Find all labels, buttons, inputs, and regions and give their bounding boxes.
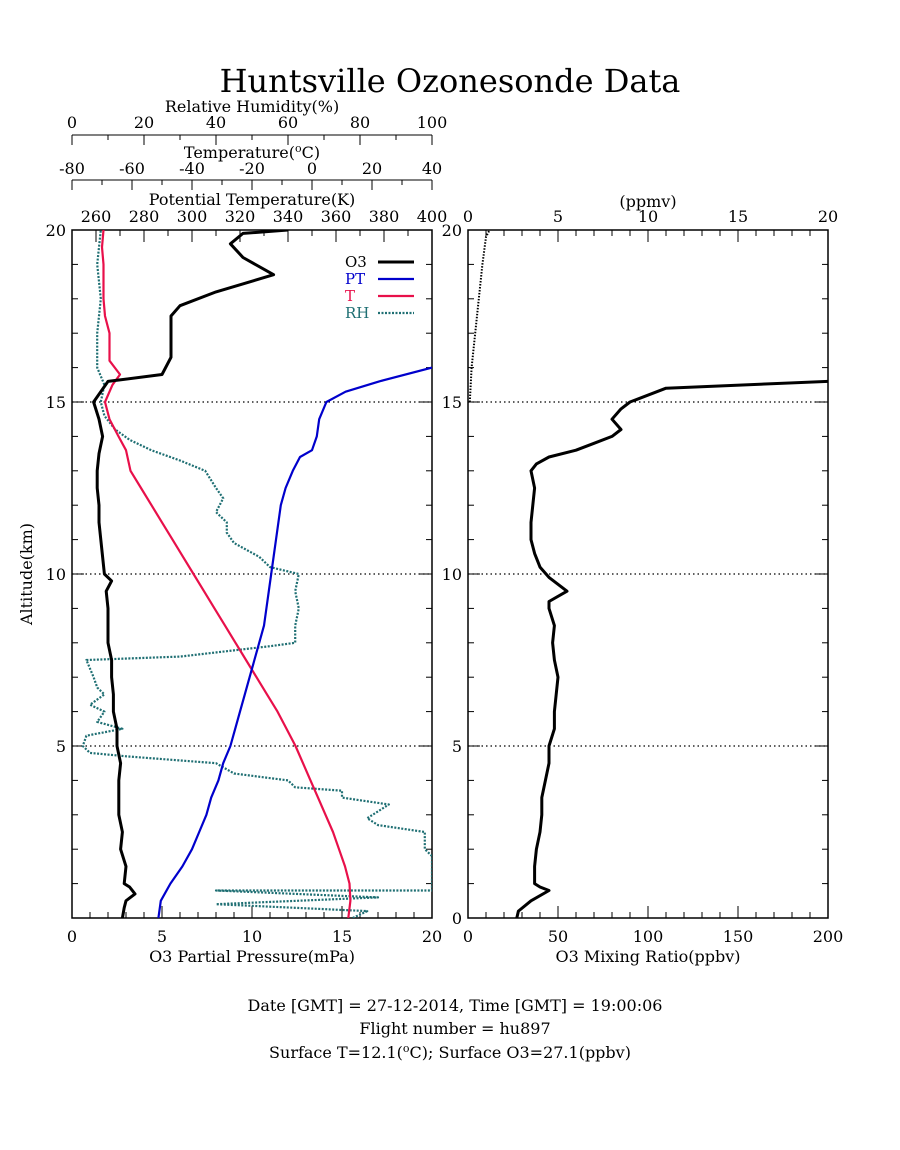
pt-axis-label: Potential Temperature(K) [149,190,356,209]
rh-tick-label: 80 [350,113,370,132]
pt-x-tick-label: 280 [129,207,160,226]
rh-tick-label: 0 [67,113,77,132]
left-y-axis-label: Altitude(km) [17,523,36,626]
o3-x-tick-label: 5 [157,927,167,946]
temperature-tick-label: 20 [362,159,382,178]
left-y-tick-label: 5 [56,737,66,756]
pt-x-tick-label: 340 [273,207,304,226]
legend-label-t: T [345,287,355,305]
left-y-tick-label: 15 [46,393,66,412]
left-panel: 5 10 15 20 Altitude(km) 0 5 10 15 20 O3 Partial Pr… [17,97,447,966]
ppmv-axis-label: (ppmv) [619,192,676,211]
right-y-tick-label: 20 [442,221,462,240]
mixing-ratio-x-tick-label: 150 [723,927,754,946]
series-rh-line [81,230,432,918]
series-t-line [100,230,352,918]
temperature-tick-label: 40 [422,159,442,178]
right-y-tick-label: 0 [452,909,462,928]
ppmv-x-tick-label: 0 [463,207,473,226]
pt-x-tick-label: 360 [321,207,352,226]
temperature-tick-label: -40 [179,159,205,178]
o3-x-tick-label: 10 [242,927,262,946]
mixing-ratio-x-tick-label: 200 [813,927,844,946]
temperature-axis-label: Temperature(oC) [184,142,320,162]
footer-line-1: Date [GMT] = 27-12-2014, Time [GMT] = 19… [248,996,663,1015]
o3-x-tick-label: 20 [422,927,442,946]
pt-x-tick-label: 260 [81,207,112,226]
right-y-tick-label: 5 [452,737,462,756]
temperature-tick-label: -60 [119,159,145,178]
ppmv-x-tick-label: 20 [818,207,838,226]
o3-x-tick-label: 15 [332,927,352,946]
mixing-ratio-x-axis-label: O3 Mixing Ratio(ppbv) [555,947,740,966]
footer-line-3: Surface T=12.1(oC); Surface O3=27.1(ppbv… [269,1042,631,1062]
ppmv-x-tick-label: 10 [638,207,658,226]
temperature-tick-label: -80 [59,159,85,178]
legend-label-pt: PT [345,270,365,288]
rh-tick-label: 40 [206,113,226,132]
temperature-tick-label: -20 [239,159,265,178]
pt-x-tick-label: 380 [369,207,400,226]
rh-axis-label: Relative Humidity(%) [165,97,339,116]
series-pt-line [157,366,432,918]
series-o3-line [92,230,289,918]
legend-label-o3: O3 [345,253,367,271]
series-ppmv-line [468,230,491,403]
footer-line-2: Flight number = hu897 [359,1019,550,1038]
chart-title: Huntsville Ozonesonde Data [220,62,681,100]
left-y-tick-label: 20 [46,221,66,240]
pt-x-tick-label: 320 [225,207,256,226]
mixing-ratio-x-tick-label: 50 [548,927,568,946]
ppmv-x-tick-label: 15 [728,207,748,226]
ppmv-x-tick-label: 5 [553,207,563,226]
right-y-tick-label: 15 [442,393,462,412]
pt-x-tick-label: 300 [177,207,208,226]
footer-line-3-b: C); Surface O3=27.1(ppbv) [410,1043,631,1062]
left-y-tick-label: 10 [46,565,66,584]
temperature-axis-label-a: Temperature( [184,143,295,162]
mixing-ratio-x-tick-label: 100 [633,927,664,946]
temperature-axis-label-b: C) [302,143,320,162]
o3-x-tick-label: 0 [67,927,77,946]
footer-line-3-a: Surface T=12.1( [269,1043,403,1062]
legend-label-rh: RH [345,304,369,322]
rh-tick-label: 60 [278,113,298,132]
rh-tick-label: 100 [417,113,448,132]
temperature-tick-label: 0 [307,159,317,178]
footer-line-3-sup: o [403,1042,410,1055]
mixing-ratio-x-tick-label: 0 [463,927,473,946]
right-y-tick-label: 10 [442,565,462,584]
series-o3-mixing-ratio-line [515,379,828,918]
o3-x-axis-label: O3 Partial Pressure(mPa) [149,947,355,966]
pt-x-tick-label: 400 [417,207,448,226]
rh-tick-label: 20 [134,113,154,132]
temperature-axis-label-sup: o [295,142,302,155]
